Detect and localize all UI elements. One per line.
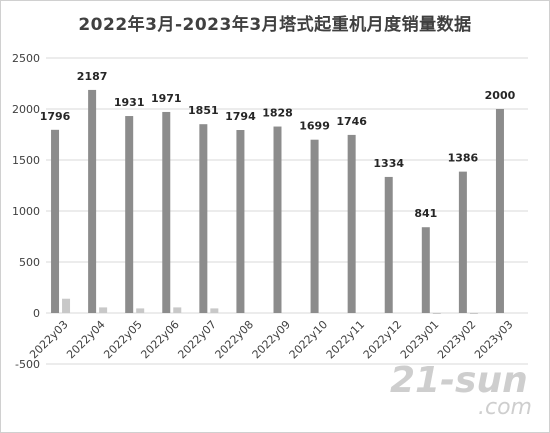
x-tick-label: 2022y12: [361, 318, 404, 361]
watermark: 21-sun .com: [390, 360, 532, 420]
bars: [51, 89, 504, 314]
data-label: 1794: [225, 110, 256, 123]
x-axis-ticks: 2022y032022y042022y052022y062022y072022y…: [27, 318, 515, 361]
bar-series-2: [469, 313, 478, 314]
bar-series-1: [273, 126, 282, 313]
data-labels: 1796 2187 1931 1971 1851 1794 1828 1699 1746 1334…: [40, 70, 516, 220]
bar-series-1: [88, 89, 97, 314]
bar-series-2: [432, 313, 441, 314]
bar-series-2: [99, 307, 108, 313]
bar-series-1: [51, 129, 60, 313]
x-tick-label: 2022y06: [138, 318, 181, 361]
data-label: 1334: [373, 157, 404, 170]
bar-series-2: [62, 298, 71, 313]
x-tick-label: 2022y11: [324, 318, 367, 361]
y-tick-label: 0: [33, 307, 40, 320]
x-tick-label: 2022y08: [213, 318, 256, 361]
y-tick-label: 2500: [12, 52, 40, 65]
bar-series-1: [347, 134, 356, 313]
data-label: 1971: [151, 92, 182, 105]
data-label: 1386: [448, 152, 479, 165]
data-label: 1699: [299, 120, 330, 133]
y-tick-label: 1500: [12, 154, 40, 167]
x-tick-label: 2022y09: [250, 318, 293, 361]
y-axis-ticks: -500 0 500 1000 1500 2000 2500: [12, 52, 40, 371]
watermark-suffix: .com: [478, 395, 532, 420]
chart-title: 2022年3月-2023年3月塔式起重机月度销量数据: [78, 15, 472, 35]
bar-series-1: [236, 130, 245, 313]
y-tick-label: 2000: [12, 103, 40, 116]
x-tick-label: 2023y01: [398, 318, 441, 361]
x-tick-label: 2023y02: [435, 318, 478, 361]
y-tick-label: -500: [15, 358, 40, 371]
x-tick-label: 2022y05: [101, 318, 144, 361]
watermark-text: 21-sun: [390, 360, 528, 401]
data-label: 2000: [485, 89, 516, 102]
bar-series-1: [199, 124, 208, 313]
data-label: 1796: [40, 110, 71, 123]
x-tick-label: 2022y07: [175, 318, 218, 361]
bar-series-1: [384, 176, 393, 313]
bar-series-1: [310, 139, 319, 313]
bar-series-1: [421, 227, 430, 313]
x-tick-label: 2022y04: [64, 318, 107, 361]
bar-series-2: [136, 308, 145, 313]
x-tick-label: 2022y10: [287, 318, 330, 361]
bar-series-2: [173, 307, 182, 313]
y-tick-label: 500: [19, 256, 40, 269]
bar-series-1: [162, 111, 171, 313]
bar-series-1: [495, 109, 504, 313]
bar-series-1: [125, 116, 134, 314]
y-tick-label: 1000: [12, 205, 40, 218]
data-label: 1828: [262, 107, 293, 120]
bar-series-1: [458, 171, 467, 313]
data-label: 1931: [114, 96, 145, 109]
data-label: 2187: [77, 70, 108, 83]
data-label: 841: [414, 207, 437, 220]
bar-series-2: [210, 308, 219, 313]
x-tick-label: 2023y03: [472, 318, 515, 361]
data-label: 1851: [188, 104, 219, 117]
data-label: 1746: [336, 115, 367, 128]
x-tick-label: 2022y03: [27, 318, 70, 361]
